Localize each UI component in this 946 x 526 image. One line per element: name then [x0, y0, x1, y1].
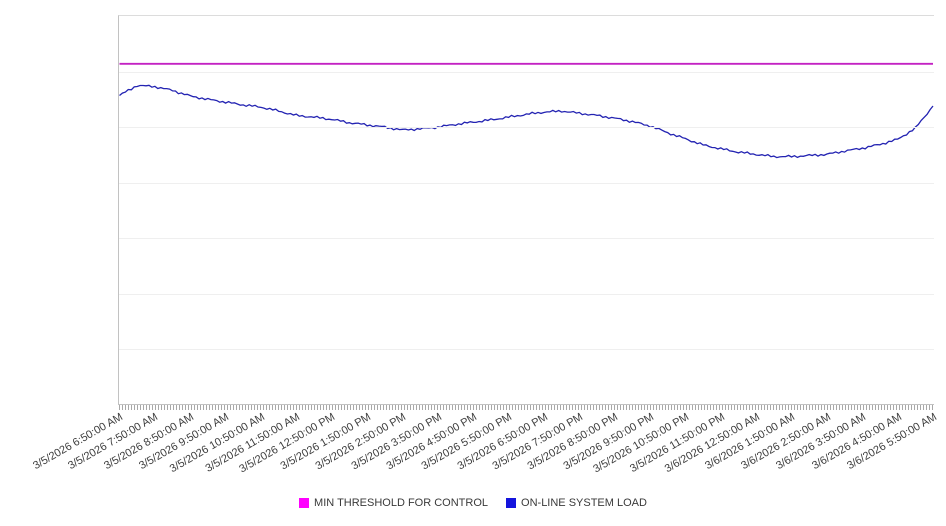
legend: MIN THRESHOLD FOR CONTROL ON-LINE SYSTEM…: [0, 497, 946, 509]
gridline: [119, 71, 934, 73]
legend-swatch-magenta-icon: [299, 498, 310, 508]
legend-swatch-blue-icon: [506, 498, 517, 508]
plot-area: [118, 15, 934, 405]
gridline: [119, 182, 934, 184]
gridline: [119, 127, 934, 129]
online-system-load-line: [119, 84, 934, 159]
gridline: [119, 293, 934, 295]
legend-item-min-threshold: MIN THRESHOLD FOR CONTROL: [299, 497, 488, 509]
gridline: [119, 238, 934, 240]
legend-item-system-load: ON-LINE SYSTEM LOAD: [506, 497, 647, 509]
x-axis-minor-ticks: [119, 405, 934, 410]
gridline: [119, 349, 934, 351]
legend-label-system-load: ON-LINE SYSTEM LOAD: [521, 497, 647, 509]
series-svg: [119, 62, 934, 159]
legend-label-min-threshold: MIN THRESHOLD FOR CONTROL: [314, 497, 489, 509]
